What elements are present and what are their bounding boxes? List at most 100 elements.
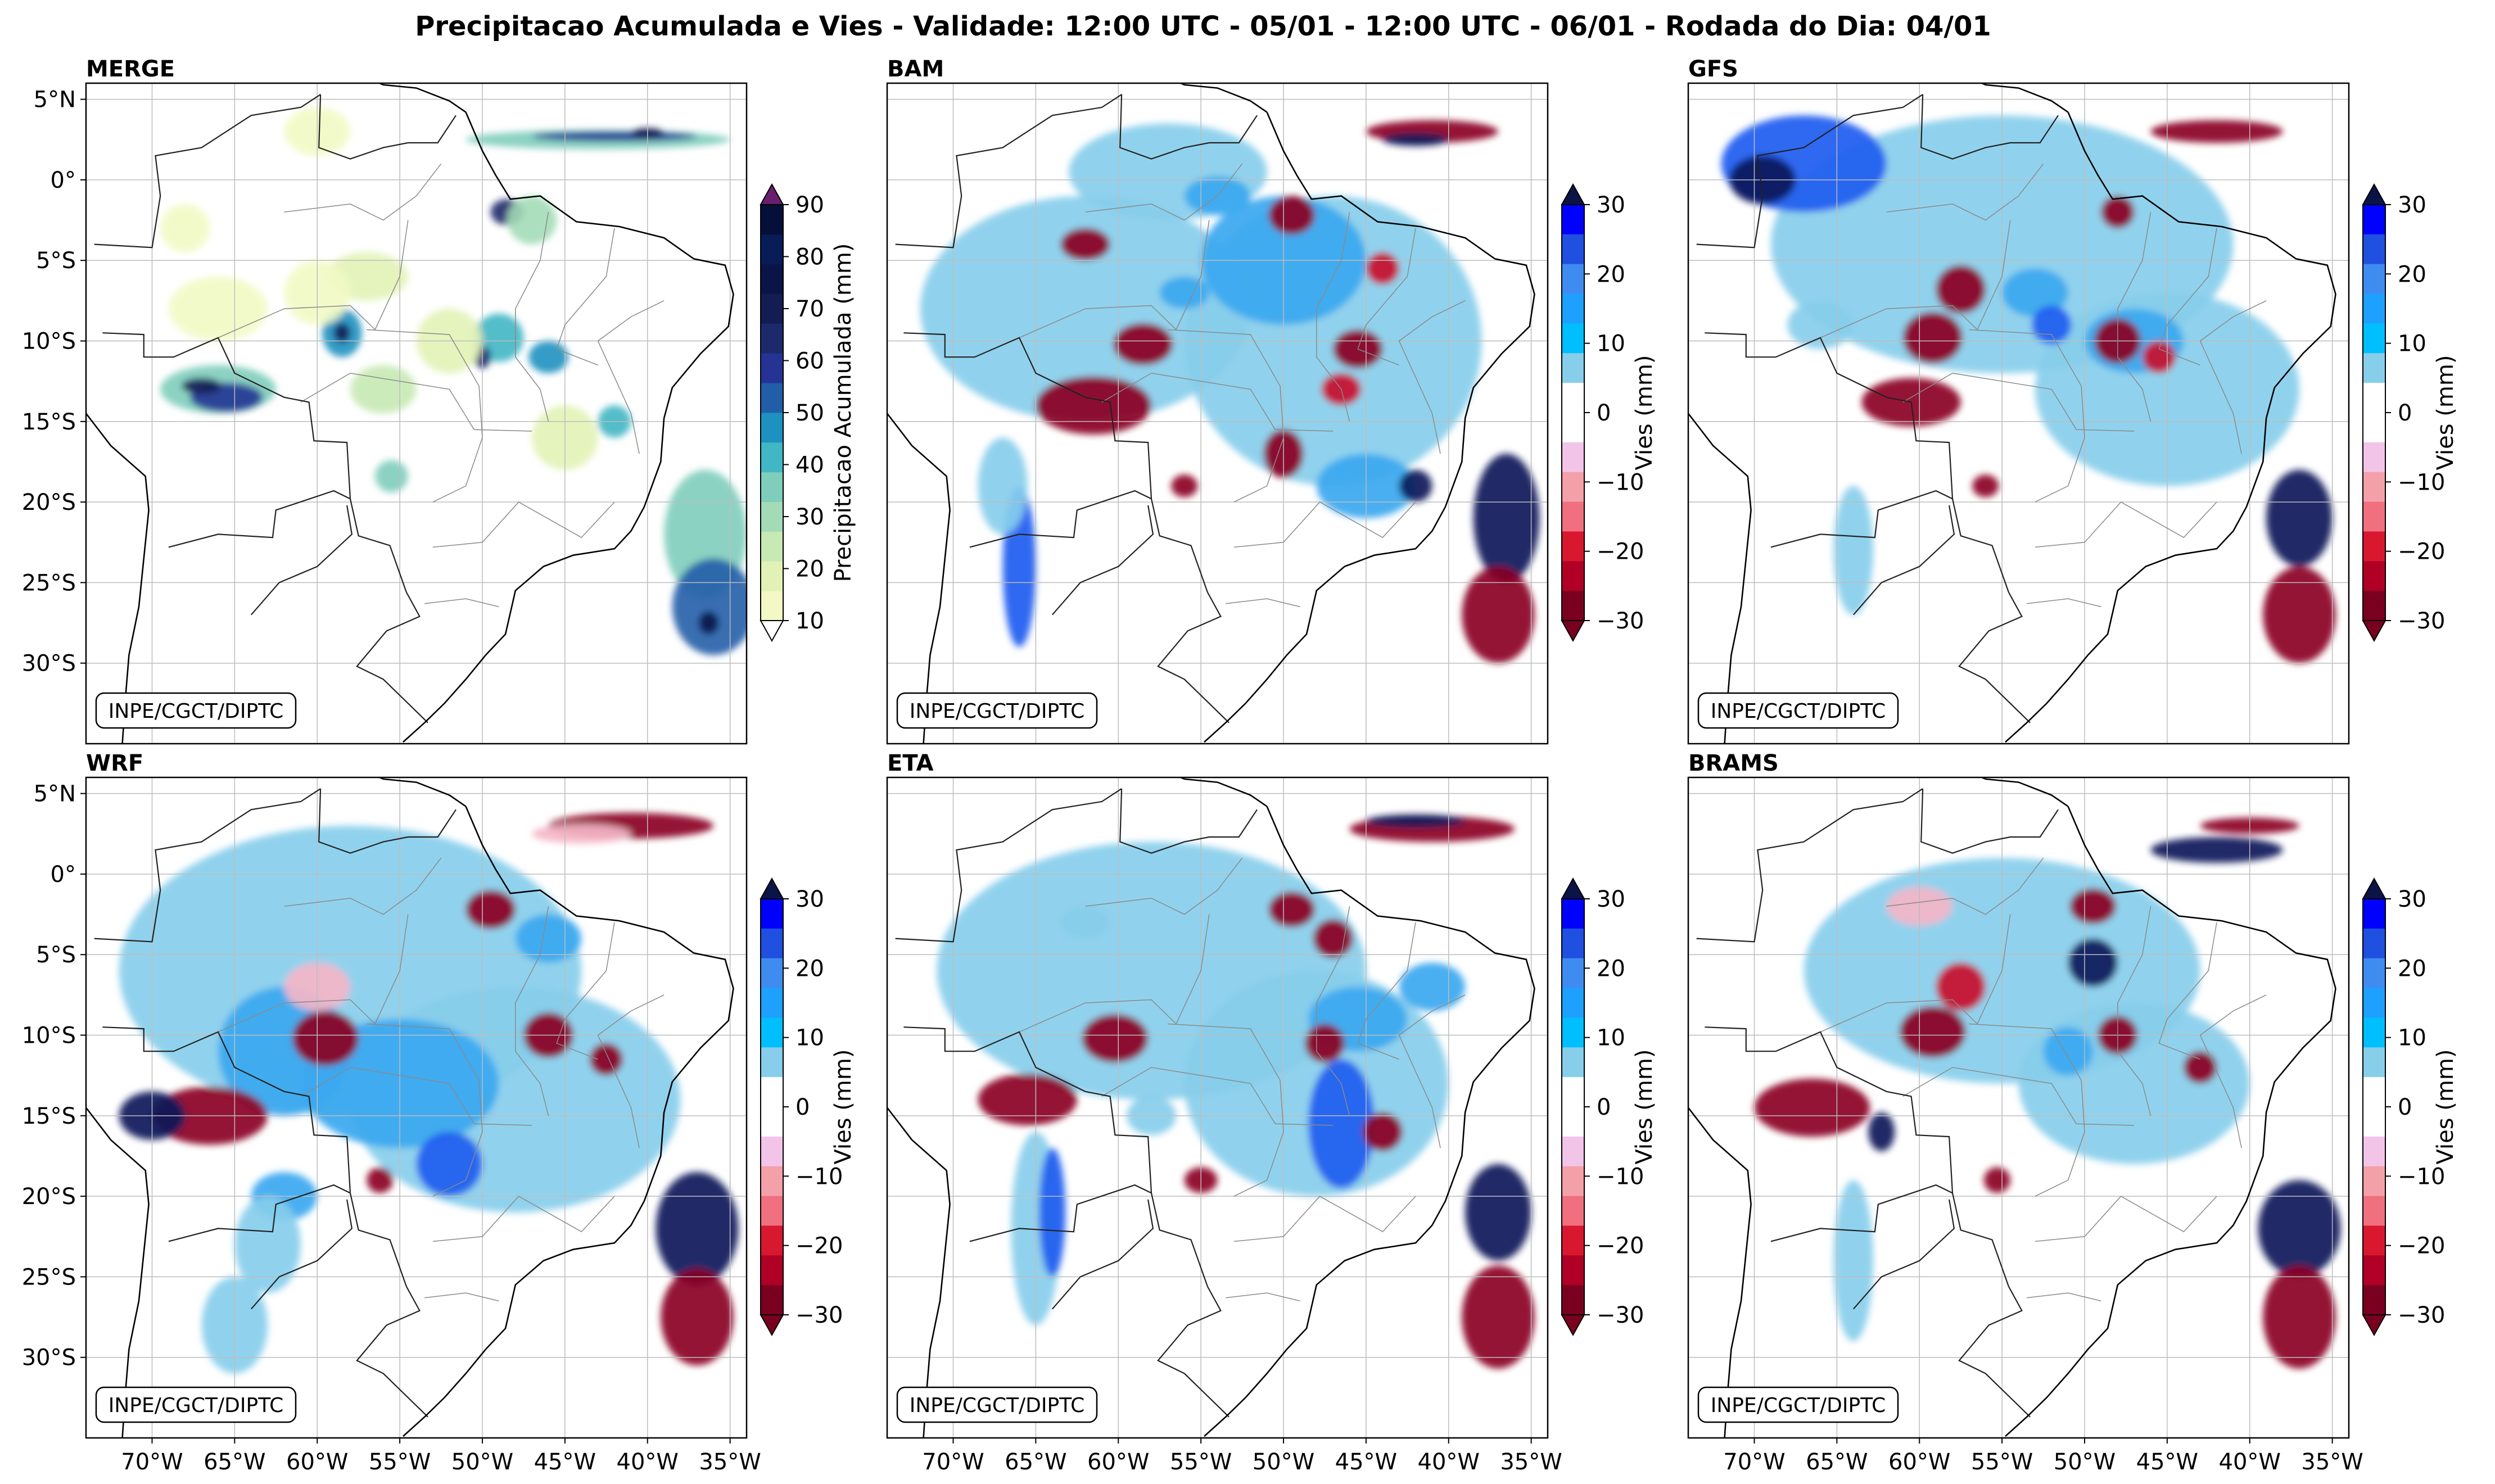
colorbar-over-arrow — [1561, 877, 1585, 899]
panel-wrf: WRF INPE/CGCT/DIPTC 5°N 0° 5°S 10°S 15°S 20°S 25… — [22, 750, 761, 1475]
colorbar-swatch — [1562, 1285, 1584, 1315]
colorbar-tick-label: 70 — [795, 296, 824, 322]
bias-blob — [1465, 1164, 1531, 1261]
lon-tick-label: 65°W — [204, 1449, 265, 1475]
colorbar-swatch — [2363, 293, 2385, 324]
lon-tick-label: 55°W — [1170, 1449, 1232, 1475]
colorbar-swatch — [2363, 205, 2385, 235]
bias-blob — [1754, 1078, 1870, 1137]
bias-blob — [1972, 474, 1999, 497]
lon-tick-label: 55°W — [369, 1449, 431, 1475]
credit-label: INPE/CGCT/DIPTC — [1711, 1394, 1886, 1417]
lat-tick-label: 10°S — [22, 329, 76, 355]
credit-label: INPE/CGCT/DIPTC — [910, 1394, 1084, 1417]
colorbar-tick-label: −10 — [1597, 469, 1644, 495]
bias-blob — [1363, 1112, 1403, 1151]
panel-brams: BRAMS INPE/CGCT/DIPTC 70°W 65°W 60°W 55°W 50°W… — [1687, 750, 2363, 1475]
lat-tick-label: 5°N — [34, 781, 76, 807]
colorbar-swatch — [761, 353, 783, 383]
bias-blob — [292, 1011, 359, 1066]
bias-blob — [2032, 305, 2072, 345]
colorbar-tick-label: 40 — [795, 453, 824, 478]
colorbar-swatch — [1562, 958, 1584, 989]
lat-tick-label: 15°S — [22, 1103, 76, 1129]
colorbar-tick-label: −30 — [2398, 608, 2445, 634]
lat-tick-label: 20°S — [22, 1184, 76, 1210]
colorbar-swatch — [761, 234, 783, 265]
colorbar-swatch — [2363, 501, 2385, 532]
colorbar-swatch — [2363, 383, 2385, 413]
colorbar-under-arrow — [1561, 620, 1585, 643]
colorbar-swatch — [1562, 323, 1584, 354]
credit-label: INPE/CGCT/DIPTC — [1711, 700, 1886, 723]
bias-blob — [1936, 962, 1986, 1011]
bias-blob — [1060, 906, 1110, 939]
colorbar-swatch — [761, 1196, 783, 1226]
colorbar-under-arrow — [760, 1314, 784, 1337]
colorbar-swatch — [1562, 413, 1584, 443]
colorbar-tick-label: 30 — [1597, 192, 1625, 218]
bias-blob — [465, 890, 516, 929]
panel-title: WRF — [86, 750, 143, 776]
coastline — [2005, 806, 2336, 1437]
map-field — [1688, 83, 2349, 744]
colorbar-swatch — [2363, 1285, 2385, 1315]
colorbar-swatch — [2363, 1255, 2385, 1286]
colorbar-over-arrow — [760, 183, 784, 205]
bias-blob — [2150, 120, 2283, 143]
coastline — [403, 806, 734, 1437]
lon-tick-label: 70°W — [1723, 1449, 1785, 1475]
bias-blob — [1462, 1265, 1535, 1369]
colorbar-swatch — [761, 501, 783, 532]
colorbar-swatch — [761, 1255, 783, 1286]
grid-lines — [1688, 83, 2349, 744]
colorbar-swatch — [1562, 591, 1584, 621]
colorbar-swatch — [1562, 1225, 1584, 1256]
colorbar-tick-label: 80 — [795, 245, 824, 270]
panel-merge: MERGE INPE/CGCT/DIPTC 5°N 0° 5°S 10°S 15°S 20°S… — [22, 56, 748, 745]
bias-blob — [1039, 1148, 1066, 1277]
colorbar-tick-label: −20 — [1597, 539, 1644, 565]
bias-blob — [1171, 474, 1198, 497]
bias-blob — [367, 1167, 394, 1193]
colorbar-under-arrow — [2362, 1314, 2386, 1337]
coastline — [377, 777, 467, 807]
colorbar-tick-label: 50 — [795, 400, 824, 426]
lon-tick-label: 40°W — [617, 1449, 679, 1475]
precip-blob — [532, 131, 697, 142]
colorbar-swatch — [2363, 413, 2385, 443]
colorbar-tick-label: 30 — [2398, 886, 2426, 912]
colorbar-over-arrow — [2362, 183, 2386, 205]
map-frame — [886, 82, 1549, 745]
precip-blob — [698, 612, 719, 635]
colorbar-swatch — [1562, 1136, 1584, 1167]
colorbar-tick-label: −20 — [1597, 1233, 1644, 1259]
political-borders — [1688, 777, 2336, 1438]
bias-blob — [1308, 1059, 1375, 1188]
colorbar-over-arrow — [2362, 877, 2386, 899]
bias-blob — [1313, 919, 1353, 958]
coastline — [1979, 777, 2069, 807]
colorbar-swatch — [1562, 1255, 1584, 1286]
colorbar-swatch — [761, 1225, 783, 1256]
coastline — [887, 1107, 951, 1438]
credit-box — [896, 692, 1098, 729]
bias-blob — [661, 1269, 734, 1366]
coastline — [887, 413, 951, 744]
map-field — [887, 777, 1548, 1438]
lon-tick-label: 40°W — [2219, 1449, 2281, 1475]
bias-blob — [1902, 311, 1963, 364]
lon-tick-label: 70°W — [922, 1449, 984, 1475]
coastline — [1204, 112, 1535, 743]
lat-tick-label: 5°N — [34, 87, 76, 113]
colorbar-swatch — [761, 1136, 783, 1167]
bias-blob — [2258, 1180, 2341, 1277]
colorbar-swatch — [761, 472, 783, 503]
map-field — [1688, 777, 2349, 1438]
lat-tick-label: 5°S — [36, 942, 76, 968]
colorbar-swatch — [761, 928, 783, 959]
colorbar-tick-label: 0 — [1597, 1094, 1611, 1120]
political-borders — [887, 777, 1535, 1438]
colorbar-tick-label: −10 — [1597, 1164, 1644, 1189]
